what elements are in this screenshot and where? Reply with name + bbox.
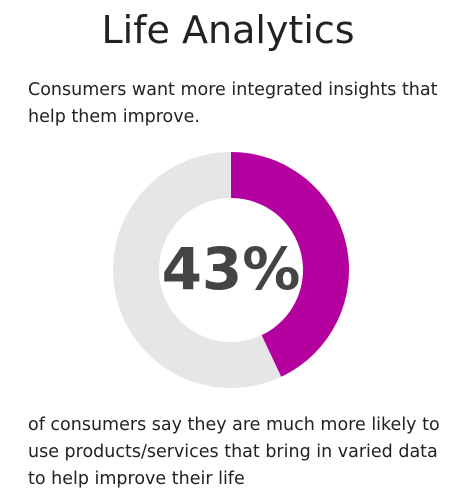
title: Life Analytics	[101, 8, 355, 52]
caption: of consumers say they are much more like…	[28, 415, 440, 489]
donut-chart: 43%	[113, 152, 349, 388]
subtitle: Consumers want more integrated insights …	[28, 80, 438, 127]
center-label: 43%	[162, 235, 301, 303]
donut-segment	[231, 152, 349, 377]
